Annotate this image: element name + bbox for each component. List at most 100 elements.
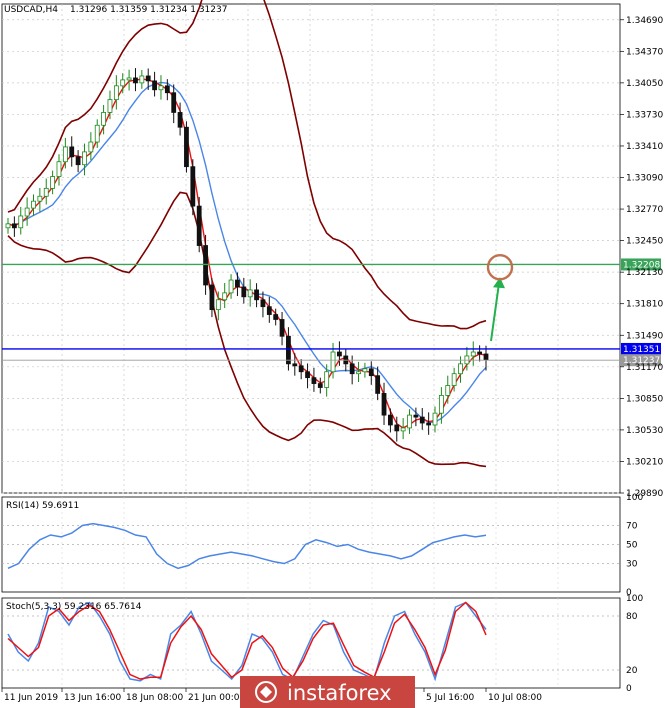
candle-body xyxy=(139,75,145,84)
candle-body xyxy=(279,319,285,337)
candle-body xyxy=(381,393,387,416)
price-level-tag xyxy=(621,342,661,355)
price-tick-label: 1.34050 xyxy=(626,79,663,89)
price-tick-label: 1.30530 xyxy=(626,426,663,436)
price-tick-label: 1.31170 xyxy=(626,363,663,373)
upper-band xyxy=(7,0,487,330)
candle-body xyxy=(254,289,259,301)
time-tick-label: 5 Jul 16:00 xyxy=(426,693,475,703)
forecast-annotation xyxy=(486,254,514,342)
main-price-grid xyxy=(1,3,621,689)
forecast-arrow-head xyxy=(493,277,505,289)
candle-body xyxy=(82,151,87,166)
time-tick-label: 13 Jun 16:00 xyxy=(64,693,121,703)
candle-body xyxy=(69,146,75,158)
time-tick-label: 10 Jul 08:00 xyxy=(488,693,542,703)
candle-body xyxy=(375,375,381,394)
price-tick-label: 1.31810 xyxy=(626,300,663,310)
candle-body xyxy=(273,314,279,320)
candle-body xyxy=(113,85,119,101)
candle-body xyxy=(426,422,432,426)
candle-body xyxy=(286,335,291,365)
forecast-arrow-shaft xyxy=(490,283,500,342)
candle-body xyxy=(196,205,202,246)
candle-body xyxy=(356,371,361,375)
rsi-panel: 100 70 50 30 0 xyxy=(2,493,643,598)
candle-body xyxy=(337,351,342,357)
candle-body xyxy=(311,377,317,384)
stoch-series-line xyxy=(7,601,487,682)
candle-body xyxy=(107,99,113,113)
time-tick-label: 18 Jun 08:00 xyxy=(126,693,183,703)
candle-body xyxy=(24,207,30,217)
price-tick-label: 1.29890 xyxy=(626,489,663,499)
candle-body xyxy=(330,351,336,373)
candle-body xyxy=(120,79,126,87)
candle-body xyxy=(88,141,94,153)
price-tick-label: 1.34690 xyxy=(626,16,663,26)
candle-body xyxy=(215,299,221,311)
candle-body xyxy=(419,416,425,424)
candle-body xyxy=(177,112,183,128)
lower-band xyxy=(7,191,487,468)
price-tick-label: 1.32450 xyxy=(626,237,663,247)
candle-body xyxy=(458,363,463,375)
candle-body xyxy=(407,414,412,429)
candle-body xyxy=(292,363,298,367)
candle-body xyxy=(152,80,157,91)
price-tick-label: 1.31490 xyxy=(626,331,663,341)
candle-body xyxy=(400,427,406,432)
price-tick-label: 1.34370 xyxy=(626,47,663,57)
candle-body xyxy=(101,112,106,126)
candle-body xyxy=(50,176,56,189)
time-axis: 11 Jun 2019 13 Jun 16:00 18 Jun 08:00 21 Ju… xyxy=(1,688,542,703)
price-tick-label: 1.33090 xyxy=(626,174,663,184)
price-level-tag xyxy=(621,258,661,271)
candle-body xyxy=(184,126,189,168)
rsi-tick-label: 50 xyxy=(626,541,638,551)
rsi-tick-label: 30 xyxy=(626,560,638,570)
candle-body xyxy=(394,424,400,432)
main-panel-frame xyxy=(1,3,621,494)
candle-body xyxy=(31,200,36,209)
ohlc-readout: 1.31296 1.31359 1.31234 1.31237 xyxy=(70,5,227,15)
candle-body xyxy=(317,383,323,388)
price-level-label: 1.31351 xyxy=(623,345,660,355)
price-tick-label: 1.30210 xyxy=(626,457,663,467)
rsi-series-line xyxy=(7,522,487,570)
watermark-text: instaforex xyxy=(287,681,392,705)
candle-body xyxy=(158,85,164,91)
price-level-tag xyxy=(621,354,661,367)
time-tick-label: 11 Jun 2019 xyxy=(4,693,58,703)
candle-body xyxy=(483,353,489,361)
candle-body xyxy=(349,363,355,375)
stochastic-panel: 100 80 20 0 xyxy=(2,594,643,694)
candle-body xyxy=(247,289,253,298)
candle-body xyxy=(222,292,228,301)
rsi-title: RSI(14) 59.6911 xyxy=(6,501,79,511)
price-tick-label: 1.32770 xyxy=(626,205,663,215)
candle-body xyxy=(362,368,368,373)
stoch-title: Stoch(5,3,3) 59.2316 65.7614 xyxy=(6,602,142,612)
candle-body xyxy=(126,77,132,81)
candle-body xyxy=(368,368,374,377)
price-tick-label: 1.33730 xyxy=(626,110,663,120)
candle-body xyxy=(438,394,444,414)
price-level-label: 1.31237 xyxy=(623,356,660,366)
candle-body xyxy=(260,299,266,308)
candle-body xyxy=(190,166,196,207)
stoch-tick-label: 20 xyxy=(626,666,638,676)
candle-body xyxy=(145,75,151,82)
candle-body xyxy=(305,371,310,379)
candle-body xyxy=(11,223,17,229)
price-axis: 1.34690 1.34370 1.34050 1.33730 1.33410 1.330… xyxy=(620,16,663,499)
price-tick-label: 1.30850 xyxy=(626,394,663,404)
chart-title: USDCAD,H4 xyxy=(4,5,58,15)
moving-average-layer xyxy=(7,0,487,468)
candle-body xyxy=(164,85,170,94)
time-tick-label: 21 Jun 00:00 xyxy=(188,693,245,703)
candle-body xyxy=(432,412,438,426)
candle-body xyxy=(470,351,476,357)
candle-body xyxy=(445,385,451,396)
